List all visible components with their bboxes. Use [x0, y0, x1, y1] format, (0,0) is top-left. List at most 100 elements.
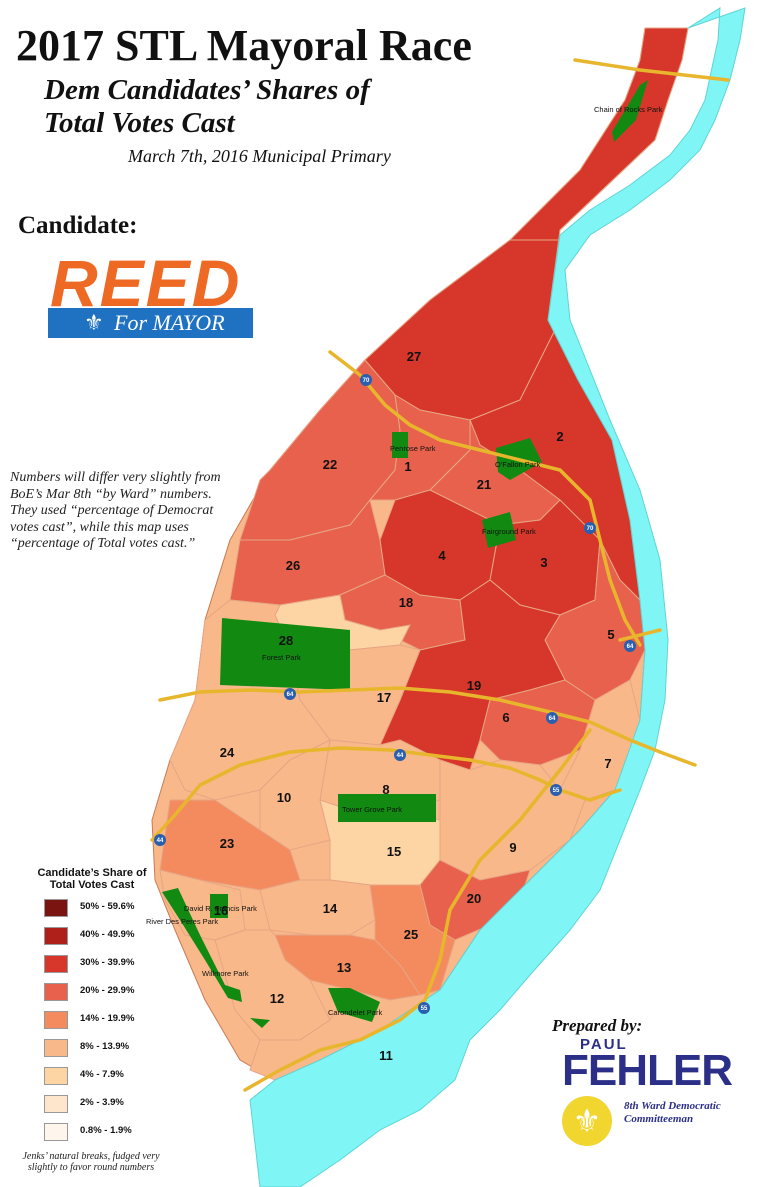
ward-label: 2: [556, 429, 563, 444]
mississippi-river: [249, 7, 746, 1187]
legend-swatch: [44, 1095, 68, 1113]
ward-label: 17: [377, 690, 391, 705]
ward-label: 27: [407, 349, 421, 364]
svg-text:44: 44: [157, 838, 164, 844]
legend-swatch: [44, 955, 68, 973]
ward-label: 21: [477, 477, 491, 492]
svg-text:70: 70: [363, 378, 370, 384]
park-label-david-r-francis: David R. Francis Park: [184, 904, 257, 913]
legend-swatch: [44, 1011, 68, 1029]
park-labels: Chain of Rocks Park Penrose Park O'Fallo…: [146, 105, 663, 1017]
interstate-64-route: [158, 628, 697, 767]
park-fragment: [250, 1018, 270, 1028]
ward-label: 14: [323, 901, 338, 916]
author-first-name: PAUL: [580, 1036, 628, 1053]
fleur-de-lis-icon: ⚜: [84, 310, 104, 335]
methodology-note: Numbers will differ very slightly from B…: [10, 470, 260, 553]
highways: [150, 58, 730, 1092]
map-title: 2017 STL Mayoral Race: [16, 21, 472, 70]
penrose-park: [392, 432, 408, 458]
ward-label: 15: [387, 844, 401, 859]
ward-label: 6: [502, 710, 509, 725]
ward-label: 11: [379, 1048, 393, 1063]
shield-44-west: 44: [154, 834, 166, 846]
legend-swatch: [44, 899, 68, 917]
legend-swatch: [44, 1123, 68, 1141]
river-des-peres-park: [162, 888, 242, 1002]
svg-text:64: 64: [549, 716, 556, 722]
tower-grove-park: [338, 794, 436, 822]
candidate-label: Candidate:: [18, 212, 138, 239]
ward-label: 4: [438, 548, 446, 563]
author-role: 8th Ward Democratic Committeeman: [624, 1100, 721, 1125]
svg-text:55: 55: [421, 1006, 428, 1012]
legend-title: Candidate’s Share of Total Votes Cast: [37, 867, 147, 891]
ward-label: 19: [467, 678, 481, 693]
ward-label: 16: [214, 903, 228, 918]
park-label-fairground: Fairground Park: [482, 527, 536, 536]
ward-label: 25: [404, 927, 418, 942]
shield-64-west: 64: [284, 688, 296, 700]
ward-label: 12: [270, 991, 284, 1006]
ward-label: 24: [220, 745, 235, 760]
david-r-francis-park: [210, 894, 228, 918]
ward-14: [259, 879, 376, 936]
map-subtitle-line-2: Total Votes Cast: [44, 107, 235, 139]
ward-label: 5: [607, 627, 614, 642]
author-last-name: FEHLER: [562, 1046, 733, 1095]
shield-55-north: 55: [550, 784, 562, 796]
note-line: votes cast”, while this map uses: [10, 519, 189, 535]
ward-label: 13: [337, 960, 351, 975]
legend-swatch: [44, 1039, 68, 1057]
candidate-tagline-bar: ⚜ For MAYOR: [48, 308, 253, 338]
park-label-tower-grove: Tower Grove Park: [342, 805, 402, 814]
candidate-name: REED: [50, 246, 242, 320]
note-line: “percentage of Total votes cast.”: [10, 536, 196, 551]
ward-label: 1: [404, 459, 411, 474]
shield-70-north: 70: [360, 374, 372, 386]
ward-label: 9: [509, 840, 516, 855]
shield-70-south: 70: [584, 522, 596, 534]
ward-polygons: [159, 27, 689, 1081]
legend-swatch: [44, 983, 68, 1001]
ward-label: 7: [604, 756, 611, 771]
ward-label: 18: [399, 595, 413, 610]
election-date: March 7th, 2016 Municipal Primary: [128, 146, 391, 166]
park-label-forest: Forest Park: [262, 653, 301, 662]
note-line: They used “percentage of Democrat: [10, 503, 214, 518]
shield-64-east: 64: [624, 640, 636, 652]
forest-park: [220, 618, 350, 690]
ward-label: 3: [540, 555, 547, 570]
park-label-willmore: Willmore Park: [202, 969, 249, 978]
interstate-55-route: [243, 728, 592, 1092]
shield-44-mid: 44: [394, 749, 406, 761]
park-label-carondelet: Carondelet Park: [328, 1008, 382, 1017]
highway-shields: 70 70 64 64 64 44 44 55 55: [154, 374, 636, 1014]
fairground-park: [482, 512, 516, 548]
ward-label: 8: [382, 782, 389, 797]
legend-swatch: [44, 1067, 68, 1085]
note-line: BoE’s Mar 8th “by Ward” numbers.: [10, 486, 212, 502]
svg-text:64: 64: [627, 644, 634, 650]
svg-text:44: 44: [397, 753, 404, 759]
note-line: Numbers will differ very slightly from: [10, 470, 221, 485]
candidate-tagline: For MAYOR: [114, 310, 225, 335]
legend-footnote: Jenks’ natural breaks, fudged very sligh…: [22, 1151, 160, 1173]
park-label-ofallon: O'Fallon Park: [495, 460, 540, 469]
legend-swatch: [44, 927, 68, 945]
svg-text:70: 70: [587, 526, 594, 532]
svg-text:64: 64: [287, 692, 294, 698]
carondelet-park: [328, 988, 380, 1022]
chain-of-rocks-park: [612, 80, 648, 142]
ward-label: 23: [220, 836, 234, 851]
park-label-river-des-peres: River Des Peres Park: [146, 917, 218, 926]
prepared-by-label: Prepared by:: [552, 1016, 643, 1035]
map-subtitle-line-1: Dem Candidates’ Shares of: [44, 74, 370, 106]
ward-12: [214, 929, 331, 1041]
ward-label: 26: [286, 558, 300, 573]
svg-text:55: 55: [553, 788, 560, 794]
fleur-de-lis-icon: ⚜: [562, 1096, 612, 1146]
ward-labels: 27 2 22 1 21 4 3 26 18 5 28 19 17 6 24 7…: [214, 349, 615, 1063]
ward-label: 28: [279, 633, 293, 648]
